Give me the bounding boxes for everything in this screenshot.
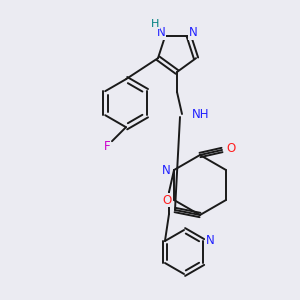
Text: N: N	[162, 164, 170, 176]
Text: N: N	[206, 235, 214, 248]
Text: O: O	[162, 194, 172, 206]
Text: F: F	[104, 140, 110, 153]
Text: O: O	[226, 142, 236, 154]
Text: N: N	[157, 26, 166, 39]
Text: H: H	[151, 19, 159, 29]
Text: NH: NH	[192, 107, 209, 121]
Text: N: N	[188, 26, 197, 39]
